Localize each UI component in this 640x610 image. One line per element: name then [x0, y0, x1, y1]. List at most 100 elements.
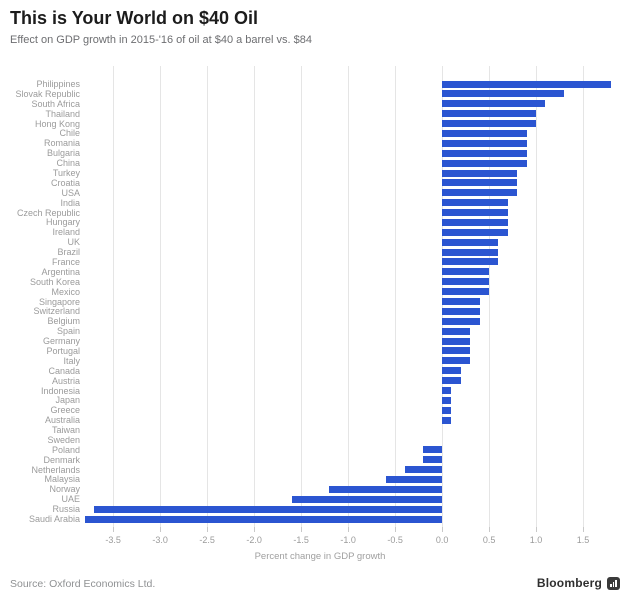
country-label: Brazil: [57, 247, 80, 258]
x-tick: [583, 527, 584, 532]
grid-line: [113, 66, 115, 527]
country-label: South Korea: [29, 276, 80, 287]
country-label: Bulgaria: [46, 148, 80, 159]
bar-malaysia: [385, 475, 443, 483]
country-label: Argentina: [41, 266, 80, 277]
bar-south-korea: [442, 278, 490, 286]
bar-thailand: [442, 110, 537, 118]
bar-philippines: [442, 80, 612, 88]
x-tick-label: -3.0: [152, 535, 168, 545]
country-label: Mexico: [51, 286, 80, 297]
bloomberg-wordmark: Bloomberg: [536, 576, 602, 590]
chart-title: This is Your World on $40 Oil: [10, 8, 259, 28]
grid-line: [536, 66, 537, 527]
country-label: Hungary: [45, 217, 80, 228]
country-label: USA: [61, 187, 80, 198]
plot-area: [85, 66, 630, 527]
bar-uk: [442, 238, 499, 246]
bar-japan: [442, 396, 452, 404]
bar-mexico: [442, 288, 490, 296]
country-label: Romania: [43, 138, 80, 149]
bloomberg-logo: Bloomberg: [537, 576, 620, 590]
x-tick-label: -3.5: [105, 535, 121, 545]
country-label: Australia: [44, 415, 80, 426]
bar-portugal: [442, 347, 471, 355]
country-label: UK: [67, 237, 80, 248]
country-label: Czech Republic: [16, 207, 80, 218]
x-tick: [160, 527, 162, 532]
country-label: Ireland: [52, 227, 80, 238]
country-label: Thailand: [45, 108, 80, 119]
x-tick-label: 1.5: [576, 535, 590, 545]
grid-line: [254, 66, 256, 527]
bar-indonesia: [442, 387, 452, 394]
x-tick: [442, 527, 444, 532]
country-label: Croatia: [50, 177, 80, 188]
bar-brazil: [442, 248, 499, 256]
x-tick-label: -2.0: [246, 535, 262, 545]
bar-czech-republic: [442, 209, 508, 216]
x-tick: [489, 527, 491, 532]
country-label: China: [56, 158, 80, 169]
x-tick-label: -1.0: [340, 535, 356, 545]
country-label: Japan: [55, 395, 80, 406]
bar-italy: [442, 357, 471, 365]
country-label: Singapore: [38, 296, 80, 307]
x-tick-label: -0.5: [387, 535, 403, 545]
x-tick-label: 0.5: [482, 535, 496, 545]
x-tick: [254, 527, 256, 532]
country-label: Switzerland: [33, 306, 80, 317]
x-tick-label: -1.5: [293, 535, 309, 545]
grid-line: [442, 66, 444, 527]
country-label: Hong Kong: [34, 118, 80, 129]
country-label: Canada: [48, 365, 80, 376]
bar-romania: [442, 139, 527, 147]
country-label: South Africa: [31, 98, 80, 109]
x-tick-label: 1.0: [529, 535, 543, 545]
bar-germany: [442, 337, 471, 345]
grid-line: [207, 66, 209, 527]
country-label: India: [60, 197, 80, 208]
bar-saudi-arabia: [85, 515, 443, 523]
country-label: Sweden: [47, 434, 80, 445]
grid-line: [160, 66, 162, 527]
bar-greece: [442, 406, 452, 414]
grid-line: [583, 66, 584, 527]
source-note: Source: Oxford Economics Ltd.: [10, 578, 156, 590]
bar-india: [442, 199, 508, 207]
country-label: Italy: [63, 355, 80, 366]
bar-australia: [442, 416, 452, 424]
country-label: Indonesia: [40, 385, 80, 396]
grid-line: [301, 66, 303, 527]
bar-hungary: [442, 218, 508, 226]
country-label: Austria: [51, 375, 80, 386]
bar-chart-icon: [607, 576, 620, 590]
country-label: Slovak Republic: [15, 88, 80, 99]
grid-line: [348, 66, 350, 527]
country-label: Spain: [56, 326, 80, 337]
country-label: Russia: [52, 504, 80, 515]
country-label: Greece: [50, 405, 80, 416]
x-tick: [301, 527, 303, 532]
bar-russia: [94, 505, 443, 513]
bar-belgium: [442, 317, 480, 325]
bar-france: [442, 258, 499, 266]
x-axis-title: Percent change in GDP growth: [254, 551, 386, 562]
bar-denmark: [423, 456, 443, 464]
bar-singapore: [442, 298, 480, 305]
x-tick-label: -2.5: [199, 535, 215, 545]
bar-netherlands: [404, 466, 443, 474]
bar-austria: [442, 377, 461, 385]
x-tick: [348, 527, 350, 532]
country-label: Poland: [51, 444, 80, 455]
bar-switzerland: [442, 307, 480, 315]
bar-hong-kong: [442, 120, 537, 127]
country-label: Malaysia: [44, 474, 80, 485]
x-tick: [207, 527, 209, 532]
country-label: Norway: [49, 484, 80, 495]
bar-argentina: [442, 268, 490, 276]
country-label: Portugal: [46, 345, 80, 356]
bar-poland: [423, 446, 443, 454]
x-tick: [395, 527, 397, 532]
bar-canada: [442, 367, 461, 375]
